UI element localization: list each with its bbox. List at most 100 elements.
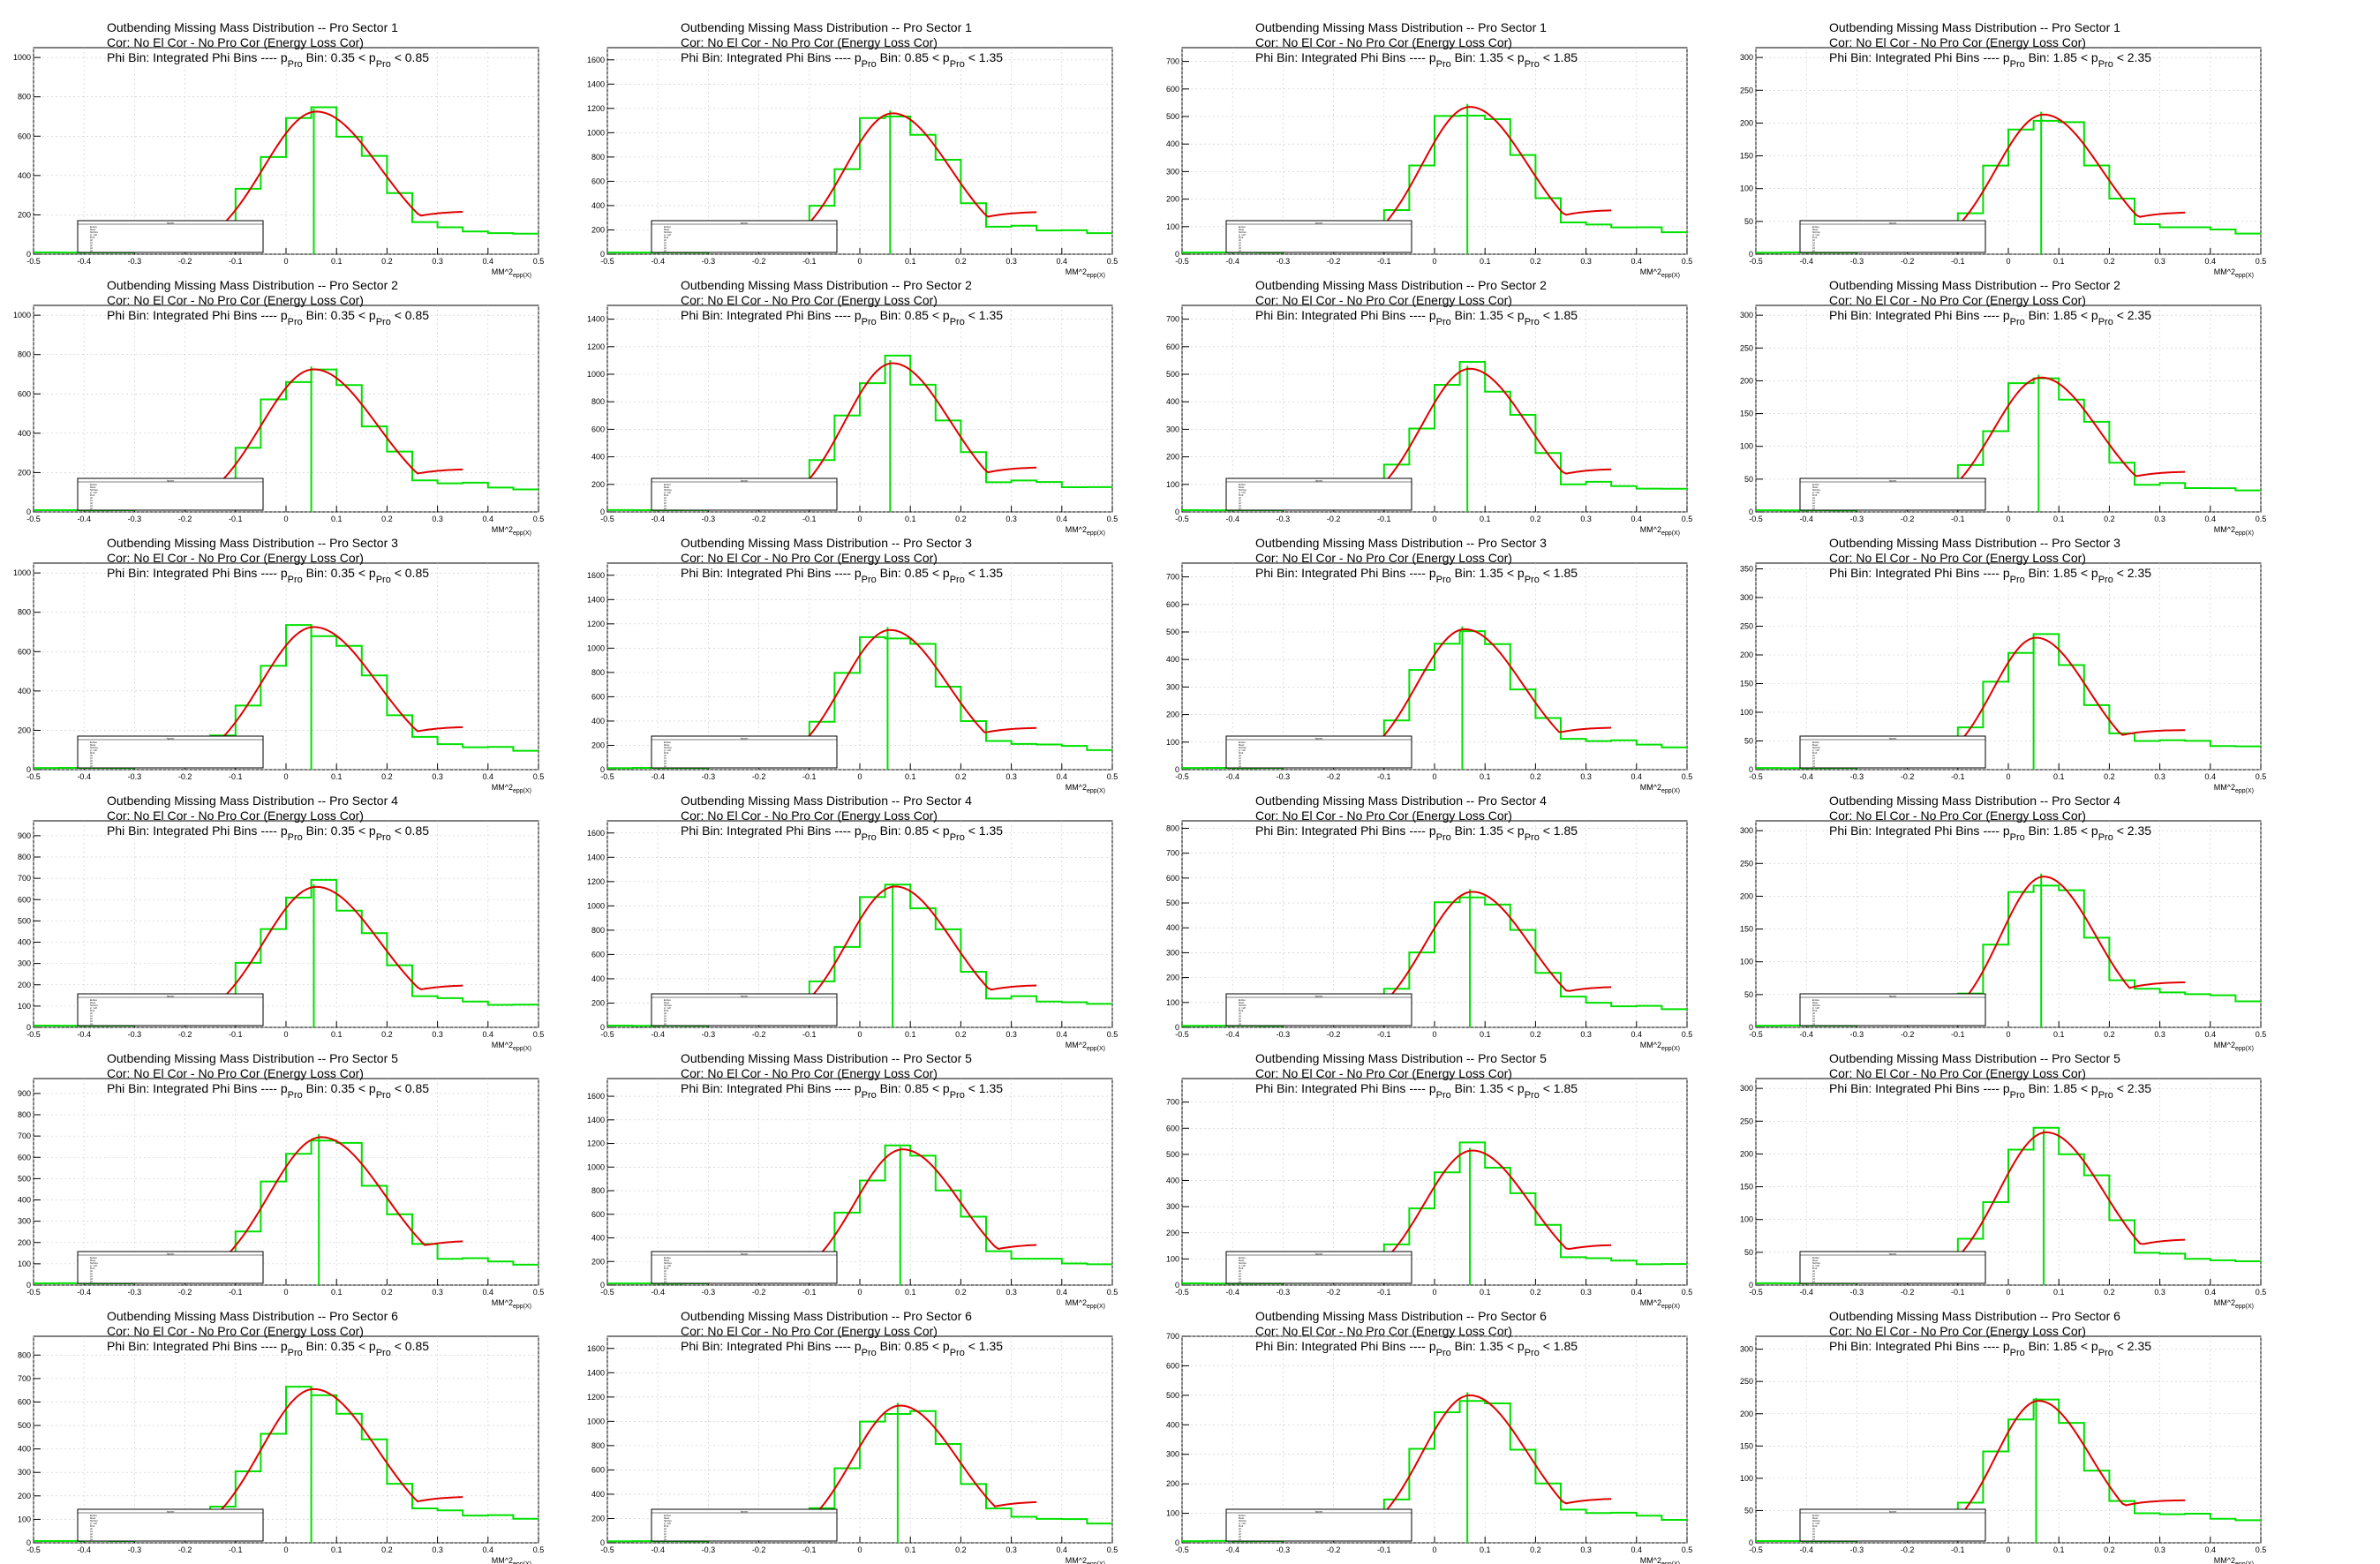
stats-box: [651, 1251, 838, 1284]
stats-row-label: p1: [1239, 1273, 1241, 1275]
x-tick-label: -0.1: [802, 1545, 817, 1554]
y-tick-label: 800: [18, 350, 31, 359]
x-tick-label: 0.2: [1530, 515, 1541, 523]
y-tick-label: 900: [18, 1089, 31, 1098]
panel-subtitle-bin: Phi Bin: Integrated Phi Bins ---- pPro B…: [107, 308, 429, 327]
y-tick-label: 200: [1740, 1410, 1753, 1418]
y-tick-label: 1000: [13, 311, 31, 320]
stats-row-label: p2: [664, 1018, 667, 1020]
y-tick-label: 250: [1740, 1117, 1753, 1125]
panel-sector5-bin2: -0.5 -0.4 -0.3 -0.2 -0.1 0 0.1 0.2 0.3 0.4 0.5 0 200…: [587, 1051, 1118, 1310]
y-tick-label: 1200: [587, 620, 605, 628]
y-tick-label: 300: [1166, 425, 1179, 433]
x-axis-label: MM^2epp(X): [2214, 1556, 2254, 1564]
x-tick-label: -0.4: [651, 515, 665, 523]
stats-row-label: p1: [1239, 242, 1241, 244]
stats-box: [1225, 993, 1412, 1026]
stats-row-label: χ² / ndf: [1812, 749, 1819, 752]
x-tick-label: -0.2: [752, 1288, 766, 1297]
stats-row-label: p3: [1239, 505, 1241, 508]
x-tick-label: 0: [283, 515, 288, 523]
stats-row-label: p0: [90, 1270, 93, 1273]
stats-row-label: Prob: [1812, 1267, 1818, 1270]
panel-subtitle-bin: Phi Bin: Integrated Phi Bins ---- pPro B…: [681, 1081, 1003, 1101]
stats-header: hgram: [1889, 1252, 1897, 1256]
y-tick-label: 500: [18, 1174, 31, 1183]
stats-box: [651, 1508, 838, 1542]
x-axis-label: MM^2epp(X): [1640, 525, 1680, 537]
stats-row-label: p1: [1239, 757, 1241, 760]
y-tick-label: 600: [18, 895, 31, 904]
y-tick-label: 300: [1740, 311, 1753, 320]
panel-subtitle-correction: Cor: No El Cor - No Pro Cor (Energy Loss…: [107, 551, 364, 565]
stats-row-label: Std Dev: [90, 489, 99, 492]
x-tick-label: 0.1: [905, 257, 916, 266]
stats-row-label: χ² / ndf: [90, 749, 97, 752]
x-axis-label: MM^2epp(X): [1066, 783, 1105, 794]
panel-sector6-bin3: -0.5 -0.4 -0.3 -0.2 -0.1 0 0.1 0.2 0.3 0.4 0.5 0 100…: [1166, 1309, 1692, 1564]
stats-row-label: Mean: [1812, 744, 1819, 747]
x-tick-label: 0.4: [1631, 772, 1643, 781]
x-tick-label: 0.5: [2256, 1545, 2267, 1554]
x-tick-label: -0.3: [1850, 1288, 1864, 1297]
stats-row-label: p4: [1812, 1281, 1815, 1283]
y-tick-label: 0: [1749, 508, 1753, 516]
y-tick-label: 700: [1166, 1098, 1179, 1107]
panel-title: Outbending Missing Mass Distribution -- …: [681, 793, 972, 808]
stats-row-label: p4: [1812, 250, 1815, 252]
stats-row-label: p1: [1239, 1530, 1241, 1533]
x-tick-label: 0.3: [2154, 1288, 2165, 1297]
x-tick-label: 0.3: [1005, 515, 1017, 523]
y-tick-label: 0: [1749, 250, 1753, 259]
panel-subtitle-correction: Cor: No El Cor - No Pro Cor (Energy Loss…: [1829, 1066, 2086, 1080]
y-tick-label: 1200: [587, 104, 605, 113]
stats-row-label: p2: [90, 760, 93, 763]
y-tick-label: 100: [1166, 1509, 1179, 1518]
x-tick-label: 0.4: [1057, 1030, 1068, 1039]
stats-row-label: Std Dev: [1812, 1262, 1821, 1265]
stats-row-label: Mean: [1812, 486, 1819, 489]
stats-row-label: p4: [90, 1023, 93, 1026]
stats-row-label: p0: [664, 1012, 667, 1015]
x-tick-label: 0.3: [1005, 1288, 1017, 1297]
y-tick-label: 200: [1166, 195, 1179, 204]
x-tick-label: -0.2: [752, 1545, 766, 1554]
x-tick-label: 0.5: [533, 772, 545, 781]
y-tick-label: 1600: [587, 829, 605, 838]
y-tick-label: 800: [18, 1350, 31, 1359]
x-tick-label: 0.4: [2205, 1288, 2217, 1297]
x-tick-label: 0.4: [483, 1288, 494, 1297]
x-tick-label: 0.3: [2154, 772, 2165, 781]
x-tick-label: -0.1: [802, 515, 817, 523]
y-tick-label: 200: [18, 726, 31, 734]
stats-row-label: Mean: [664, 229, 670, 231]
y-tick-label: 200: [18, 1492, 31, 1500]
stats-row-label: Mean: [664, 1002, 670, 1004]
y-tick-label: 1400: [587, 1368, 605, 1377]
x-tick-label: -0.2: [1327, 515, 1341, 523]
y-tick-label: 600: [1166, 874, 1179, 883]
x-tick-label: -0.3: [128, 515, 142, 523]
y-tick-label: 0: [600, 1538, 605, 1547]
y-tick-label: 600: [591, 177, 605, 185]
panel-subtitle-bin: Phi Bin: Integrated Phi Bins ---- pPro B…: [681, 1339, 1003, 1358]
stats-row-label: p1: [664, 242, 667, 244]
stats-row-label: p4: [664, 1281, 667, 1283]
x-tick-label: 0: [283, 1030, 288, 1039]
x-axis-label: MM^2epp(X): [1640, 267, 1680, 279]
y-tick-label: 300: [1166, 682, 1179, 691]
y-tick-label: 100: [1740, 1474, 1753, 1483]
y-tick-label: 200: [1740, 891, 1753, 900]
stats-row-label: Entries: [90, 484, 98, 486]
panel-sector5-bin1: -0.5 -0.4 -0.3 -0.2 -0.1 0 0.1 0.2 0.3 0.4 0.5 0 100…: [18, 1051, 544, 1310]
stats-row-label: Prob: [90, 1267, 95, 1270]
panel-title: Outbending Missing Mass Distribution -- …: [1829, 536, 2120, 550]
stats-row-label: p2: [664, 1533, 667, 1536]
stats-row-label: p0: [1239, 497, 1241, 500]
y-tick-label: 1600: [587, 56, 605, 64]
x-axis-label: MM^2epp(X): [492, 783, 531, 794]
x-tick-label: -0.1: [1377, 772, 1391, 781]
stats-row-label: p4: [1812, 1538, 1815, 1541]
panel-subtitle-bin: Phi Bin: Integrated Phi Bins ---- pPro B…: [681, 566, 1003, 585]
panel-subtitle-bin: Phi Bin: Integrated Phi Bins ---- pPro B…: [1829, 308, 2151, 327]
